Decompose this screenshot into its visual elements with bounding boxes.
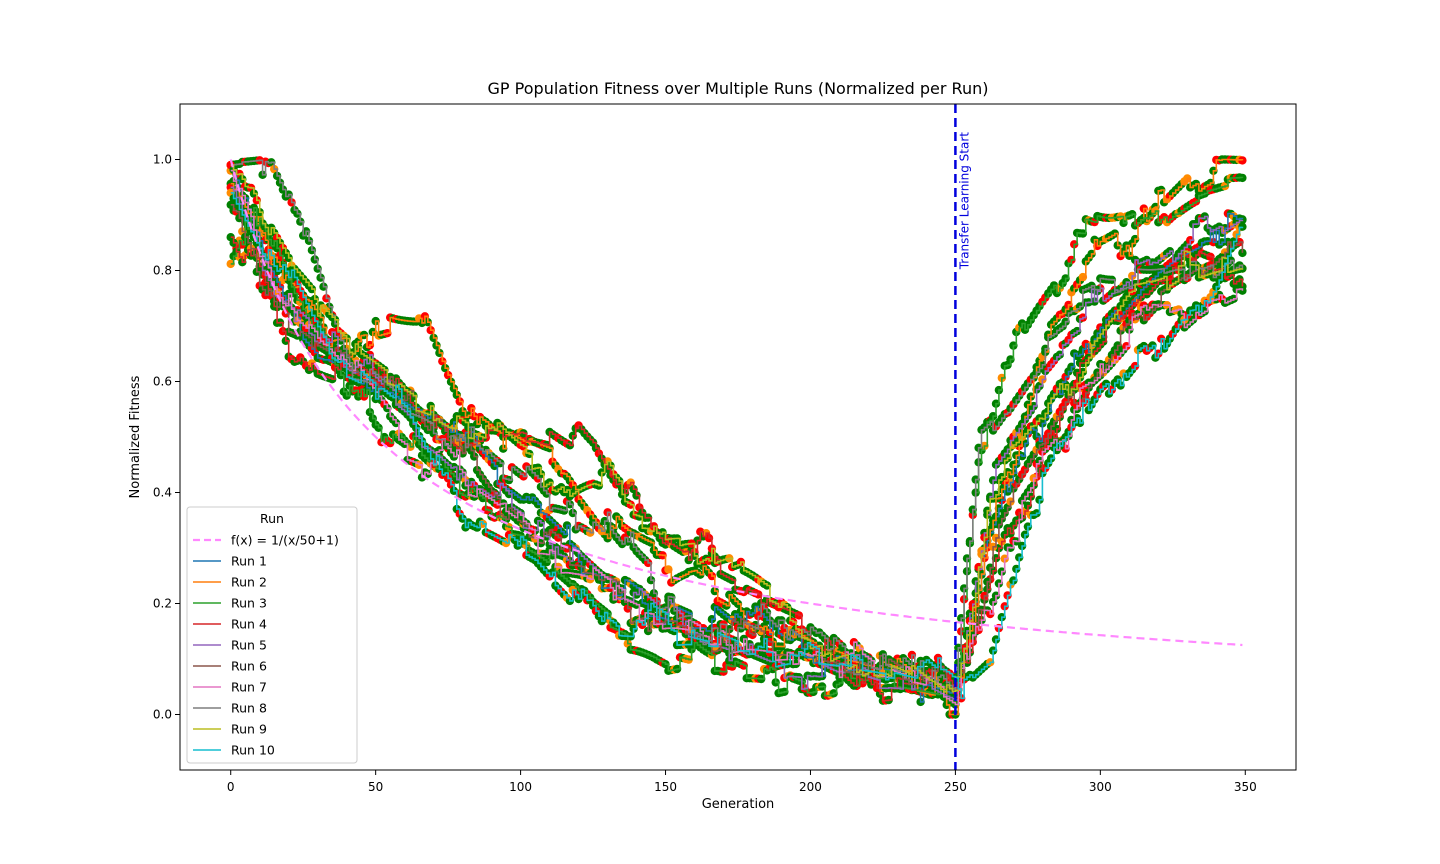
legend-entry-label: Run 3 bbox=[231, 596, 267, 611]
x-tick-label: 150 bbox=[654, 780, 677, 794]
legend-entry-label: Run 6 bbox=[231, 659, 267, 674]
x-tick-label: 350 bbox=[1234, 780, 1257, 794]
legend-title: Run bbox=[260, 511, 284, 526]
x-tick-label: 250 bbox=[944, 780, 967, 794]
legend-entry-label: Run 1 bbox=[231, 554, 267, 569]
y-tick-label: 0.6 bbox=[153, 375, 172, 389]
y-tick-label: 0.2 bbox=[153, 597, 172, 611]
legend-entry-label: Run 5 bbox=[231, 638, 267, 653]
legend: Run f(x) = 1/(x/50+1) Run 1 Run 2 Run 3 Run 4… bbox=[186, 506, 358, 764]
chart-title: GP Population Fitness over Multiple Runs… bbox=[488, 79, 989, 98]
transfer-learning-label: Transfer Learning Start bbox=[957, 132, 971, 271]
y-tick-label: 1.0 bbox=[153, 153, 172, 167]
y-tick-label: 0.4 bbox=[153, 486, 172, 500]
legend-entry-label: Run 2 bbox=[231, 575, 267, 590]
legend-entry-label: Run 10 bbox=[231, 743, 275, 758]
legend-entry-label: Run 4 bbox=[231, 617, 267, 632]
legend-entry-label: Run 9 bbox=[231, 722, 267, 737]
x-tick-label: 50 bbox=[368, 780, 383, 794]
y-tick-label: 0.0 bbox=[153, 708, 172, 722]
legend-entry-label: f(x) = 1/(x/50+1) bbox=[231, 533, 339, 548]
x-axis-label: Generation bbox=[702, 797, 775, 812]
x-tick-label: 0 bbox=[227, 780, 235, 794]
legend-entry-label: Run 7 bbox=[231, 680, 267, 695]
y-tick-label: 0.8 bbox=[153, 264, 172, 278]
legend-entry-label: Run 8 bbox=[231, 701, 267, 716]
y-axis-label: Normalized Fitness bbox=[128, 375, 143, 498]
x-tick-label: 200 bbox=[799, 780, 822, 794]
x-tick-label: 100 bbox=[509, 780, 532, 794]
x-tick-label: 300 bbox=[1089, 780, 1112, 794]
